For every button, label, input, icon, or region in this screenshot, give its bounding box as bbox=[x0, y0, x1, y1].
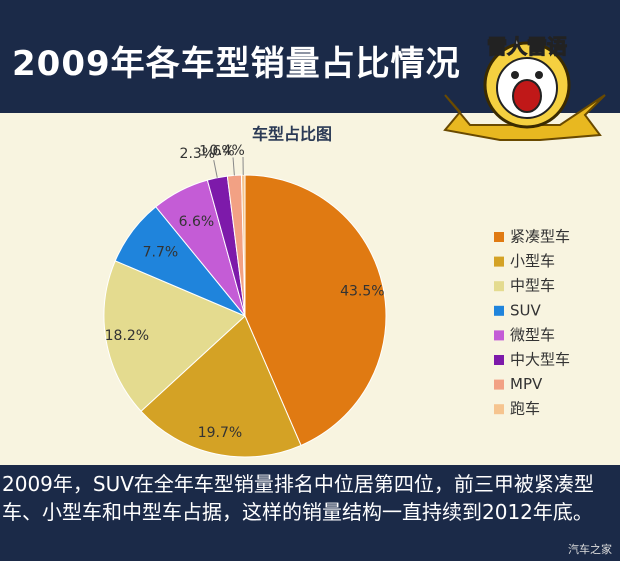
caption: 2009年，SUV在全年车型销量排名中位居第四位，前三甲被紧凑型车、小型车和中型… bbox=[2, 472, 594, 524]
chart-title: 车型占比图 bbox=[252, 125, 332, 144]
leader-line bbox=[213, 160, 218, 178]
data-label: 0.4% bbox=[209, 143, 245, 159]
data-label: 43.5% bbox=[340, 284, 384, 300]
legend-label: 微型车 bbox=[510, 326, 555, 344]
pie-slice bbox=[140, 315, 302, 458]
leader-line bbox=[232, 157, 235, 176]
legend-swatch bbox=[494, 281, 504, 292]
legend-swatch bbox=[494, 330, 504, 341]
legend-swatch bbox=[494, 355, 504, 365]
data-label: 19.7% bbox=[198, 425, 242, 441]
legend-swatch bbox=[494, 232, 504, 242]
legend-swatch bbox=[494, 379, 504, 390]
page-title: 2009年各车型销量占比情况 bbox=[12, 44, 461, 84]
legend-label: 中大型车 bbox=[510, 351, 570, 369]
legend-label: 中型车 bbox=[510, 277, 555, 295]
legend-label: SUV bbox=[510, 301, 542, 319]
data-label: 2.3% bbox=[180, 146, 216, 162]
legend-swatch bbox=[494, 404, 504, 415]
data-label: 1.6% bbox=[199, 143, 235, 159]
logo-text: 雷人雷语 bbox=[487, 35, 567, 59]
data-label: 7.7% bbox=[143, 245, 179, 261]
watermark: 汽车之家 bbox=[568, 543, 612, 556]
legend-swatch bbox=[494, 256, 504, 267]
legend-label: 紧凑型车 bbox=[510, 228, 570, 246]
data-label: 18.2% bbox=[105, 328, 149, 344]
logo: 雷人雷语 bbox=[443, 34, 606, 141]
pie-slice bbox=[244, 174, 387, 447]
data-label: 6.6% bbox=[179, 214, 215, 230]
legend-label: 小型车 bbox=[510, 252, 555, 270]
legend-swatch bbox=[494, 305, 504, 316]
pie-slice bbox=[240, 174, 246, 317]
legend-label: 跑车 bbox=[510, 400, 540, 418]
legend-label: MPV bbox=[510, 375, 543, 393]
pie-slice bbox=[103, 260, 246, 412]
